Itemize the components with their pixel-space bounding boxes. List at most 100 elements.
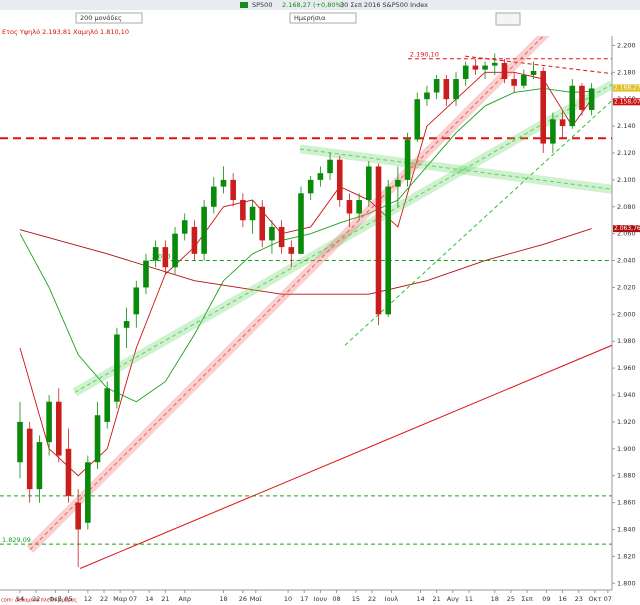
- candle-body: [46, 401, 52, 443]
- y-tick-label: 2.100: [617, 176, 636, 184]
- candle-body: [133, 287, 140, 315]
- price-box: [613, 225, 640, 233]
- candle-body: [65, 448, 72, 496]
- x-tick-label: 16: [558, 595, 566, 603]
- footer: com: Δεδομένα πλείον ημέρας: [1, 597, 77, 604]
- candle-body: [530, 70, 537, 75]
- x-tick-label: 22: [32, 595, 40, 603]
- y-tick-label: 1.800: [617, 579, 636, 587]
- candle-body: [172, 233, 178, 268]
- candle-body: [433, 79, 440, 93]
- x-tick-label: Οκτ: [588, 595, 601, 603]
- x-tick-label: Ιουν: [314, 595, 328, 603]
- x-tick-label: 10: [284, 595, 292, 603]
- candle-body: [288, 247, 295, 254]
- x-tick-label: 11: [465, 595, 473, 603]
- y-tick-label: 1.880: [617, 472, 636, 480]
- candle-body: [249, 206, 256, 221]
- candle-body: [559, 119, 566, 127]
- candle-body: [395, 179, 401, 187]
- y-tick-label: 2.040: [617, 257, 636, 265]
- candle-body: [181, 220, 188, 234]
- x-tick-label: 23: [575, 595, 583, 603]
- candle-body: [462, 65, 469, 80]
- price-label: 2.168,27: [614, 85, 640, 92]
- candle-body: [201, 206, 207, 254]
- range-select-text: 200 μονάδες: [80, 14, 122, 22]
- candle-body: [210, 186, 217, 207]
- trend-label: 1.829,09: [2, 536, 31, 544]
- candle-body: [346, 200, 353, 214]
- x-tick-label: 14: [16, 595, 24, 603]
- x-tick-label: 09: [542, 595, 550, 603]
- y-tick-label: 1.860: [617, 499, 636, 507]
- trend-line: [464, 55, 612, 75]
- x-tick-label: 21: [432, 595, 440, 603]
- candle-body: [17, 421, 23, 463]
- candle-body: [327, 159, 333, 174]
- candle-body: [366, 166, 372, 201]
- trend-line: [79, 344, 612, 569]
- candle-body: [482, 65, 488, 70]
- candle-body: [443, 79, 450, 100]
- moving-average: [19, 228, 592, 295]
- x-tick-label: 25: [507, 595, 515, 603]
- x-tick-label: 05: [64, 595, 72, 603]
- candle-body: [511, 79, 517, 86]
- chart-tools[interactable]: [495, 12, 521, 26]
- candle-body: [414, 99, 421, 140]
- trend-line: [29, 36, 544, 551]
- y-tick-label: 2.060: [617, 230, 636, 238]
- x-tick-label: 08: [332, 595, 340, 603]
- x-tick-label: Σεπ: [521, 595, 533, 603]
- plot: 2.190,10 2.040 1.829,09: [0, 36, 612, 569]
- candle-body: [588, 88, 595, 110]
- candle-body: [85, 462, 91, 523]
- symbol-icon: [240, 2, 248, 8]
- candle-body: [298, 193, 304, 254]
- y-tick-label: 2.140: [617, 122, 636, 130]
- range-select[interactable]: [75, 12, 143, 24]
- y-tick-label: 1.900: [617, 445, 636, 453]
- candle-body: [540, 70, 547, 144]
- candle-body: [220, 179, 227, 187]
- x-tick-label: 12: [84, 595, 92, 603]
- y-tick-label: 2.020: [617, 283, 636, 291]
- candle-body: [123, 321, 130, 328]
- toolbar: [0, 0, 640, 10]
- trend-label: 2.190,10: [410, 51, 439, 59]
- x-tick-label: 17: [300, 595, 308, 603]
- candle-body: [317, 173, 324, 180]
- x-tick-label: 26: [239, 595, 247, 603]
- quote: 2.168,27 (+0,80%): [282, 1, 344, 9]
- candle-body: [230, 179, 236, 201]
- trend-line: [299, 148, 612, 190]
- moving-average: [19, 87, 592, 403]
- x-tick-label: 14: [145, 595, 153, 603]
- candle-body: [550, 119, 556, 144]
- x-tick-label: 07: [604, 595, 612, 603]
- period-select[interactable]: [289, 12, 357, 24]
- x-tick-label: 07: [129, 595, 137, 603]
- candle-body: [404, 139, 411, 180]
- x-tick-label: 15: [352, 595, 360, 603]
- y-tick-label: 1.940: [617, 391, 636, 399]
- candle-body: [269, 226, 275, 241]
- y-tick-label: 2.200: [617, 41, 636, 49]
- candle-body: [162, 247, 169, 268]
- candle-body: [424, 92, 430, 100]
- candle-body: [472, 65, 479, 70]
- x-tick-label: 22: [100, 595, 108, 603]
- x-tick-label: 18: [491, 595, 499, 603]
- candle-body: [152, 247, 159, 261]
- candle-body: [55, 401, 62, 456]
- y-tick-label: 1.840: [617, 525, 636, 533]
- x-tick-label: Φεβ: [49, 595, 62, 603]
- candle-body: [104, 388, 111, 422]
- x-tick-label: 18: [219, 595, 227, 603]
- trend-label: 2.040: [152, 253, 171, 261]
- candle-body: [501, 62, 508, 80]
- y-tick-label: 1.960: [617, 364, 636, 372]
- candle-body: [356, 200, 362, 214]
